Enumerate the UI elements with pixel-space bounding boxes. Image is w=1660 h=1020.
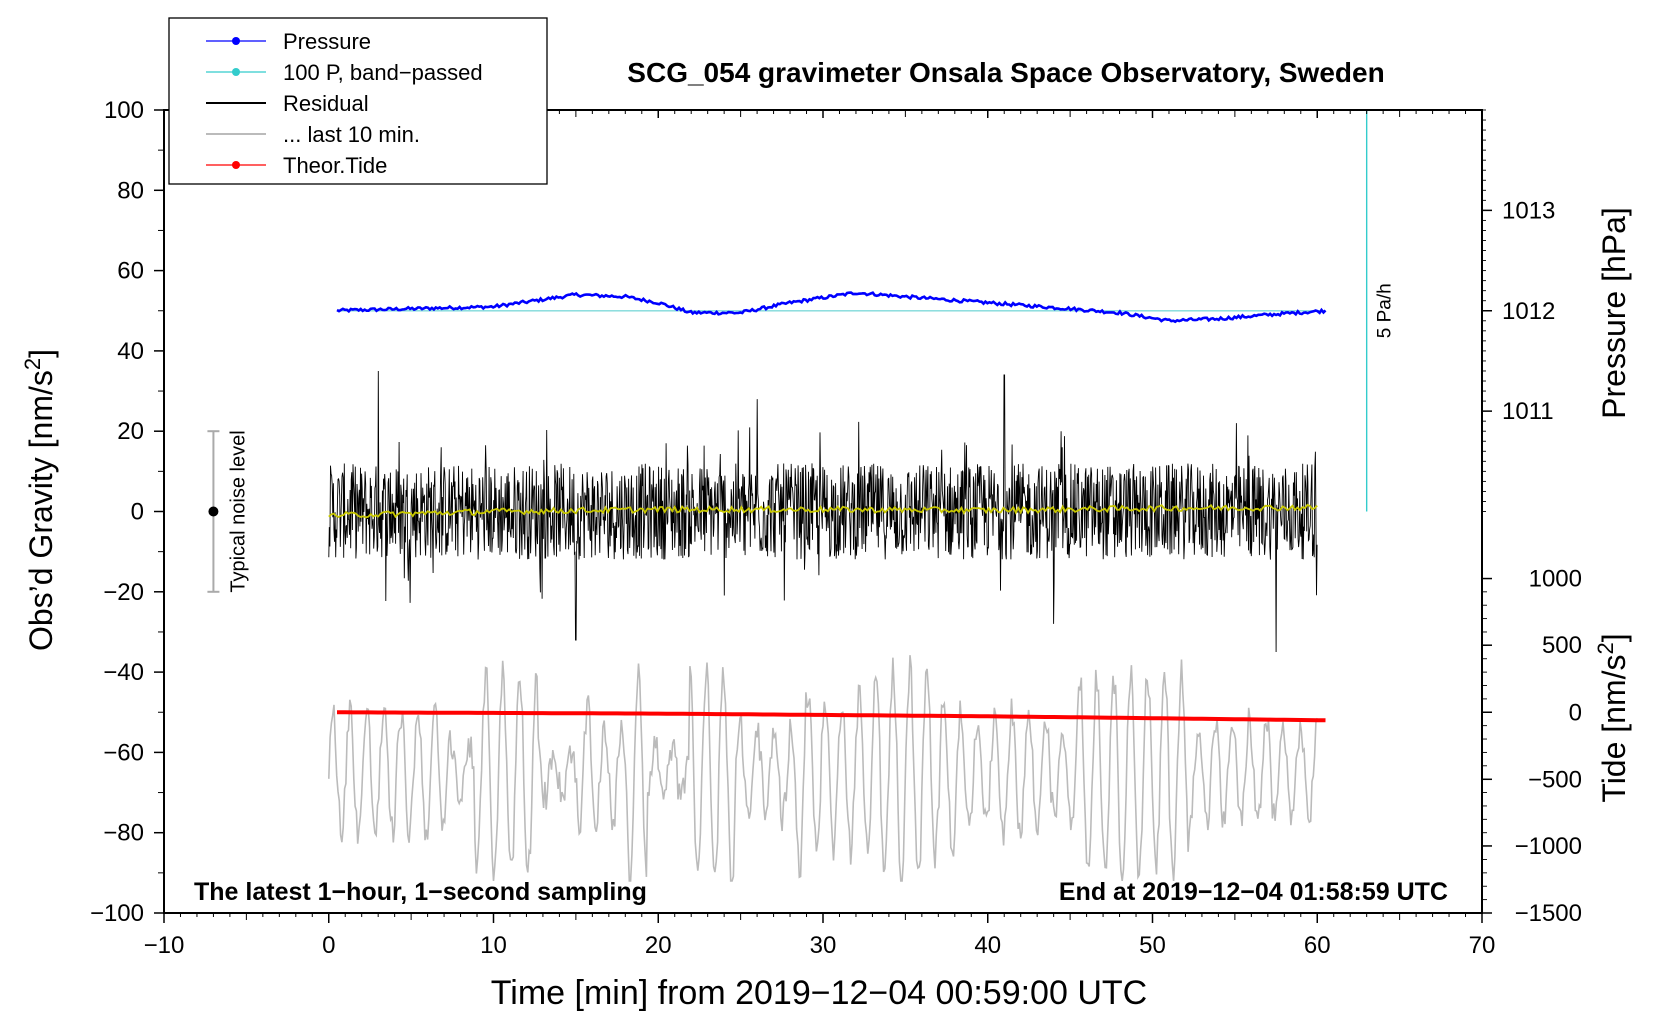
- x-tick-label: 0: [322, 932, 335, 959]
- pressure-series: [336, 291, 1327, 324]
- y-tick-label: 60: [117, 258, 144, 285]
- y-axis-left-label-text: Obs’d Gravity [nm/s: [23, 370, 59, 651]
- y-tick-label: −60: [103, 739, 144, 766]
- noise-level-label: Typical noise level: [227, 430, 249, 592]
- x-tick-label: −10: [144, 932, 185, 959]
- y-axis-right-ticks: 1013 1012 1011 1000 500 0 −500 −1000 −1500: [1482, 109, 1582, 927]
- tide-tick-label: −1000: [1515, 833, 1582, 860]
- noise-bar-dot: [208, 506, 219, 517]
- last-10-min-series: [328, 655, 1318, 882]
- legend-box: [168, 17, 548, 185]
- end-time-note: End at 2019−12−04 01:58:59 UTC: [1059, 878, 1448, 906]
- residual-smoothed-series: [328, 503, 1318, 519]
- residual-series: [328, 370, 1318, 653]
- data-layer: [328, 110, 1368, 882]
- rate-label: 5 Pa/h: [1375, 283, 1396, 338]
- x-tick-label: 70: [1469, 932, 1496, 959]
- tide-tick-label: 500: [1542, 632, 1582, 659]
- legend-items: Pressure 100 P, band−passed Residual ... la…: [206, 29, 483, 178]
- tide-tick-label: −1500: [1515, 900, 1582, 927]
- legend-label: ... last 10 min.: [283, 122, 420, 147]
- legend-label: Pressure: [283, 29, 371, 54]
- x-axis-label: Time [min] from 2019−12−04 00:59:00 UTC: [491, 974, 1147, 1012]
- y-axis-left-label: Obs’d Gravity [nm/s2]: [20, 349, 59, 651]
- x-tick-label: 10: [480, 932, 507, 959]
- y-tick-label: −100: [90, 900, 144, 927]
- y-tick-label: 20: [117, 418, 144, 445]
- x-axis-ticks: −10 0 10 20 30 40 50 60 70: [144, 110, 1496, 959]
- legend-marker: [232, 161, 240, 169]
- x-tick-label: 50: [1139, 932, 1166, 959]
- sampling-note: The latest 1−hour, 1−second sampling: [194, 878, 647, 906]
- y-tick-label: 100: [104, 97, 144, 124]
- tide-axis-label-text: Tide [nm/s: [1596, 654, 1632, 802]
- y-tick-label: −80: [103, 820, 144, 847]
- pressure-tick-label: 1013: [1502, 197, 1555, 224]
- tide-tick-label: 0: [1569, 699, 1582, 726]
- x-tick-label: 20: [645, 932, 672, 959]
- legend-marker: [232, 37, 240, 45]
- legend-label: Theor.Tide: [283, 153, 387, 178]
- y-tick-label: −40: [103, 659, 144, 686]
- y-axis-left-label-sup: 2: [20, 358, 45, 370]
- tide-tick-label: −500: [1528, 766, 1582, 793]
- y-axis-left-ticks: 100 80 60 40 20 0 −20 −40 −60 −80 −100: [90, 97, 164, 927]
- x-tick-label: 40: [974, 932, 1001, 959]
- tide-axis-label-sup: 2: [1593, 642, 1618, 654]
- tide-axis-label: Tide [nm/s2]: [1593, 633, 1632, 802]
- x-tick-label: 60: [1304, 932, 1331, 959]
- y-tick-label: 0: [131, 499, 144, 526]
- y-tick-label: −20: [103, 579, 144, 606]
- pressure-tick-label: 1012: [1502, 298, 1555, 325]
- chart-title: SCG_054 gravimeter Onsala Space Observat…: [627, 57, 1384, 88]
- pressure-axis-label: Pressure [hPa]: [1596, 207, 1632, 419]
- legend-label: 100 P, band−passed: [283, 60, 483, 85]
- legend-marker: [232, 68, 240, 76]
- tide-axis-label-end: ]: [1596, 633, 1632, 642]
- tide-tick-label: 1000: [1529, 566, 1582, 593]
- pressure-tick-label: 1011: [1502, 398, 1554, 425]
- y-axis-left-label-end: ]: [23, 349, 59, 358]
- x-tick-label: 30: [810, 932, 837, 959]
- y-tick-label: 40: [117, 338, 144, 365]
- theoretical-tide-series: [337, 710, 1326, 723]
- y-tick-label: 80: [117, 177, 144, 204]
- noise-level-indicator: Typical noise level: [207, 430, 249, 593]
- legend-label: Residual: [283, 91, 369, 116]
- legend: Pressure 100 P, band−passed Residual ... la…: [168, 17, 548, 185]
